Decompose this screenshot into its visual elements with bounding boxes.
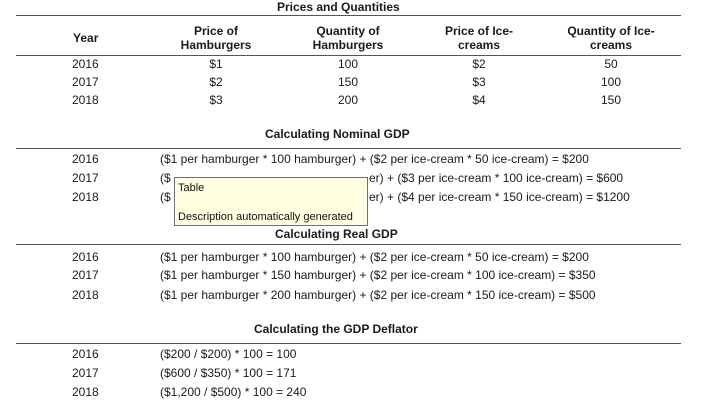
prices-title: Prices and Quantities (277, 0, 400, 14)
table-cell: 100 (600, 75, 622, 89)
table-cell: $1 (209, 57, 223, 71)
table-row-year: 2017 (72, 366, 99, 380)
formula: ($600 / $350) * 100 = 171 (160, 366, 297, 380)
formula: ($200 / $200) * 100 = 100 (160, 347, 297, 361)
table-row-year: 2017 (72, 75, 99, 89)
table-row-year: 2017 (72, 171, 99, 185)
table-cell: $2 (472, 57, 486, 71)
header-qty-icecreams: Quantity of Ice- creams (555, 24, 667, 52)
header-line: creams (457, 38, 501, 52)
header-line: Price of (193, 24, 238, 38)
table-cell: $4 (472, 93, 486, 107)
divider (16, 343, 681, 344)
header-line: Price of Ice- (444, 24, 514, 38)
real-title: Calculating Real GDP (275, 227, 398, 241)
table-row-year: 2016 (72, 347, 99, 361)
deflator-title: Calculating the GDP Deflator (254, 322, 418, 336)
table-cell: $2 (209, 75, 223, 89)
alt-text-tooltip: Table Description automatically generate… (174, 177, 368, 226)
nominal-title: Calculating Nominal GDP (265, 127, 410, 141)
header-line: Quantity of (316, 24, 380, 38)
formula: ($1 per hamburger * 100 hamburger) + ($2… (160, 250, 589, 264)
table-row-year: 2016 (72, 152, 99, 166)
table-cell: $3 (472, 75, 486, 89)
header-price-icecreams: Price of Ice- creams (429, 24, 529, 52)
divider (16, 148, 681, 149)
table-row-year: 2018 (72, 385, 99, 399)
tooltip-description: Description automatically generated (178, 211, 353, 223)
tooltip-title: Table (178, 182, 205, 194)
table-cell: 150 (337, 75, 359, 89)
formula-left: ($ (160, 171, 171, 185)
table-cell: 100 (337, 57, 359, 71)
formula: ($1 per hamburger * 100 hamburger) + ($2… (160, 152, 589, 166)
formula-right: er) + ($3 per ice-cream * 100 ice-cream)… (369, 171, 624, 185)
table-cell: 50 (604, 57, 618, 71)
formula: ($1,200 / $500) * 100 = 240 (160, 385, 307, 399)
header-qty-hamburgers: Quantity of Hamburgers (298, 24, 398, 52)
formula-left: ($ (160, 190, 171, 204)
divider (16, 15, 681, 16)
header-line: creams (589, 38, 633, 52)
table-row-year: 2017 (72, 268, 99, 282)
header-price-hamburgers: Price of Hamburgers (166, 24, 266, 52)
table-cell: 200 (337, 93, 359, 107)
table-row-year: 2018 (72, 190, 99, 204)
divider (16, 55, 681, 56)
formula-right: er) + ($4 per ice-cream * 150 ice-cream)… (369, 190, 630, 204)
table-cell: $3 (209, 93, 223, 107)
header-line: Hamburgers (312, 38, 384, 52)
formula: ($1 per hamburger * 200 hamburger) + ($2… (160, 288, 596, 302)
header-year: Year (73, 31, 99, 45)
table-row-year: 2018 (72, 288, 99, 302)
header-line: Quantity of Ice- (567, 24, 655, 38)
table-row-year: 2016 (72, 57, 99, 71)
table-cell: 150 (600, 93, 622, 107)
header-line: Hamburgers (180, 38, 252, 52)
formula: ($1 per hamburger * 150 hamburger) + ($2… (160, 268, 596, 282)
table-row-year: 2018 (72, 93, 99, 107)
divider (16, 244, 681, 245)
table-row-year: 2016 (72, 250, 99, 264)
